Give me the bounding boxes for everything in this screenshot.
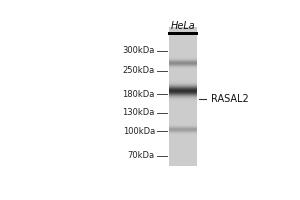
Text: 130kDa: 130kDa <box>122 108 155 117</box>
Text: RASAL2: RASAL2 <box>211 94 248 104</box>
Text: 70kDa: 70kDa <box>128 151 155 160</box>
Text: 100kDa: 100kDa <box>123 127 155 136</box>
Bar <box>168 32 198 35</box>
Text: 180kDa: 180kDa <box>122 90 155 99</box>
Text: 300kDa: 300kDa <box>122 46 155 55</box>
Text: 250kDa: 250kDa <box>123 66 155 75</box>
Text: HeLa: HeLa <box>170 21 195 31</box>
